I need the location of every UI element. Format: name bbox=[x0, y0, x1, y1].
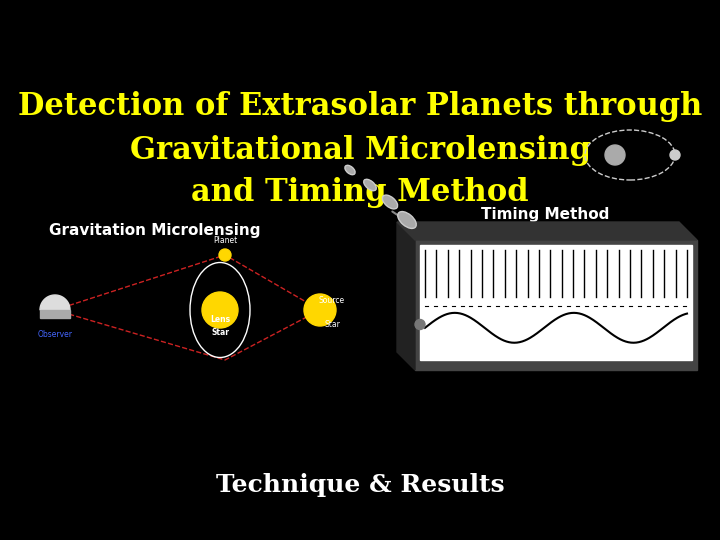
Text: Star: Star bbox=[211, 328, 229, 337]
Circle shape bbox=[605, 145, 625, 165]
Ellipse shape bbox=[397, 212, 416, 228]
Text: Planet: Planet bbox=[213, 236, 237, 245]
Ellipse shape bbox=[382, 195, 397, 209]
Text: Lens: Lens bbox=[210, 315, 230, 324]
Polygon shape bbox=[40, 295, 70, 310]
Bar bbox=[415, 240, 697, 370]
Polygon shape bbox=[397, 222, 697, 240]
Ellipse shape bbox=[364, 179, 377, 191]
Text: Observer: Observer bbox=[37, 330, 73, 339]
Circle shape bbox=[304, 294, 336, 326]
Circle shape bbox=[202, 292, 238, 328]
Circle shape bbox=[219, 249, 231, 261]
Text: Technique & Results: Technique & Results bbox=[216, 473, 504, 497]
Polygon shape bbox=[397, 222, 415, 370]
Bar bbox=[40, 310, 70, 318]
Circle shape bbox=[670, 150, 680, 160]
Text: Detection of Extrasolar Planets through
Gravitational Microlensing
and Timing Me: Detection of Extrasolar Planets through … bbox=[18, 91, 702, 208]
Text: Timing Method: Timing Method bbox=[481, 207, 609, 222]
Ellipse shape bbox=[345, 165, 355, 175]
Text: Source: Source bbox=[319, 296, 345, 305]
Text: Gravitation Microlensing: Gravitation Microlensing bbox=[49, 222, 261, 238]
Bar bbox=[420, 245, 692, 360]
Text: Star: Star bbox=[324, 320, 340, 329]
Circle shape bbox=[415, 320, 425, 329]
